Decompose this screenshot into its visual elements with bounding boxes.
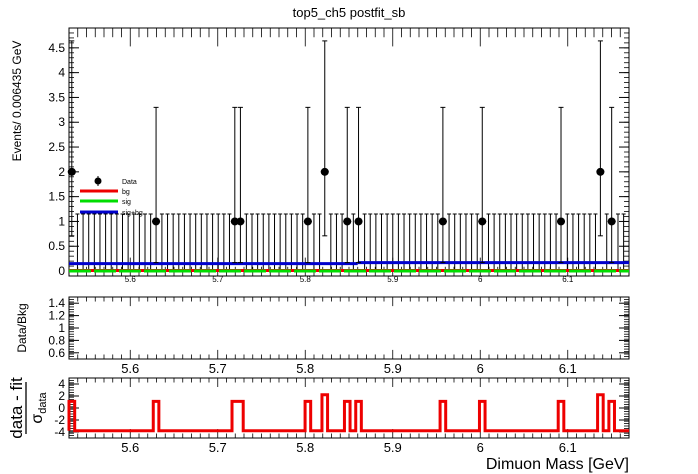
main-xtick-label: 5.7 [212,275,224,284]
main-panel: Events/ 0.006435 GeV 0 0.5 1 1.5 2 2.5 3 3.5 4 4.… [10,27,630,284]
legend-label: sig [122,199,131,206]
pull-ylabel: data - fit σdata [7,377,49,439]
main-ytick-label: 0 [58,264,65,278]
ratio-xtick-label: 5.7 [209,361,227,376]
legend: Data bg sig sig+bg [80,176,143,217]
pull-xtick-label: 5.8 [296,440,314,455]
main-xtick-label: 5.6 [125,275,137,284]
x-axis-label: Dimuon Mass [GeV] [486,456,629,473]
pull-ytick-label: -4 [54,425,65,439]
main-ytick-label: 4 [58,66,65,80]
pull-xtick-label: 5.9 [384,440,402,455]
pull-ylabel-numerator: data - fit [7,377,26,439]
data-point [438,217,447,226]
data-point [303,217,312,226]
main-ytick-label: 2 [58,165,65,179]
ratio-panel: Data/Bkg 0.60.811.21.4 5.6 5.7 5.8 5.9 6 6.1 [15,296,630,376]
pull-panel: data - fit σdata Dimuon Mass [GeV] -4-20… [7,377,630,473]
main-xtick-label: 5.8 [300,275,312,284]
main-ytick-label: 4.5 [48,41,65,55]
main-ytick-label: 0.5 [48,239,65,253]
ratio-xtick-label: 6.1 [559,361,577,376]
legend-label: bg [122,189,130,196]
data-point [236,217,245,226]
pull-ylabel-sigma: σ [29,414,46,424]
main-ytick-label: 2.5 [48,140,65,154]
ratio-ytick-label: 0.6 [48,346,65,360]
ratio-xtick-label: 5.8 [296,361,314,376]
data-point [354,217,363,226]
ratio-xtick-label: 5.9 [384,361,402,376]
data-point [596,167,605,176]
pull-xtick-label: 6.1 [559,440,577,455]
main-ylabel: Events/ 0.006435 GeV [10,41,24,162]
main-xtick-label: 6 [478,275,483,284]
data-point [607,217,616,226]
ratio-xtick-label: 6 [477,361,484,376]
data-point [230,217,239,226]
data-point [320,167,329,176]
ratio-ytick-label: 1.4 [48,296,65,310]
pull-xtick-label: 5.7 [209,440,227,455]
main-xtick-label: 6.1 [562,275,574,284]
ratio-ytick-label: 0.8 [48,333,65,347]
data-point [343,217,352,226]
pull-ylabel-sigma-subscript: data [37,391,49,413]
main-ytick-label: 3 [58,115,65,129]
main-xtick-label: 5.9 [387,275,399,284]
pull-ytick-label: 2 [58,389,65,403]
pull-line [67,393,629,433]
ratio-frame [68,296,630,360]
legend-label: Data [122,179,137,186]
data-point [152,217,161,226]
ratio-xtick-label: 5.6 [121,361,139,376]
pull-xtick-label: 5.6 [121,440,139,455]
pull-xtick-label: 6 [477,440,484,455]
data-point [557,217,566,226]
pull-ylabel-denominator: σdata [29,391,49,423]
pull-ytick-label: 4 [58,377,65,391]
data-point [67,167,76,176]
ratio-ylabel: Data/Bkg [15,303,29,352]
main-ytick-label: 1 [58,214,65,228]
ratio-ytick-label: 1 [58,321,65,335]
data-point [478,217,487,226]
ratio-ytick-label: 1.2 [48,309,65,323]
pull-ytick-label: -2 [54,413,65,427]
main-ytick-label: 3.5 [48,90,65,104]
pull-ytick-label: 0 [58,401,65,415]
legend-label: sig+bg [122,210,143,217]
chart-title: top5_ch5 postfit_sb [293,5,406,20]
main-ytick-label: 1.5 [48,190,65,204]
